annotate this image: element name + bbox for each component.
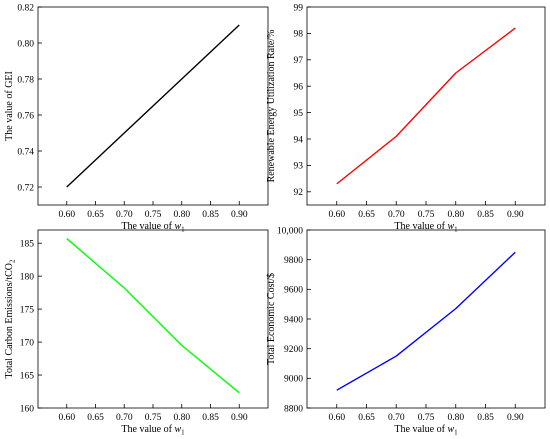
x-axis-label-variable: w [174, 424, 181, 435]
x-tick-label: 0.90 [507, 210, 524, 220]
y-tick-label: 0.76 [17, 111, 34, 121]
y-tick-label: 165 [20, 371, 35, 381]
x-tick-label: 0.70 [388, 210, 405, 220]
x-tick-label: 0.65 [358, 413, 375, 423]
y-tick-label: 0.74 [17, 147, 34, 157]
y-tick-label: 93 [294, 162, 304, 172]
y-axis-label: Renewable Energy Utilization Rate/% [266, 30, 277, 183]
x-axis-label-text: The value of [394, 221, 447, 232]
y-tick-label: 9800 [284, 256, 303, 266]
x-tick-label: 0.65 [87, 413, 104, 423]
y-tick-label: 0.72 [17, 183, 34, 193]
plot-frame [306, 6, 546, 206]
x-tick-label: 0.75 [145, 210, 162, 220]
y-tick-label: 9600 [284, 286, 303, 296]
y-tick-label: 95 [294, 109, 304, 119]
x-axis-label-text: The value of [121, 221, 174, 232]
y-axis-label: The value of GEI [4, 71, 15, 141]
chart-panel-4: 0.60 0.65 0.70 0.75 0.80 0.85 0.90 8800 9000 9200… [266, 226, 546, 437]
x-axis-label-variable: w [447, 424, 454, 435]
x-axis-label-variable: w [447, 221, 454, 232]
y-axis-label-text: The value of GEI [4, 71, 15, 141]
y-tick-label: 8800 [284, 404, 303, 414]
x-tick-label: 0.70 [116, 413, 133, 423]
x-tick-label: 0.65 [87, 210, 104, 220]
x-tick-label: 0.85 [202, 413, 219, 423]
y-tick-label: 175 [20, 305, 35, 315]
y-tick-label: 94 [294, 135, 304, 145]
x-axis-label: The value of w1 [121, 221, 185, 234]
chart-panel-1: 0.60 0.65 0.70 0.75 0.80 0.85 0.90 0.72 0.74 0.76… [4, 3, 269, 234]
x-tick-label: 0.85 [477, 413, 494, 423]
x-tick-label: 0.75 [418, 210, 435, 220]
y-axis-label: Total Carbon Emissions/tCO2 [4, 259, 17, 378]
chart-panel-2: 0.60 0.65 0.70 0.75 0.80 0.85 0.90 92 93 94 95 96 97… [266, 3, 546, 234]
x-axis-label-text: The value of [121, 424, 174, 435]
y-axis-label-text: Total Economic Cost/$ [266, 273, 277, 365]
x-tick-label: 0.75 [418, 413, 435, 423]
x-tick-label: 0.80 [447, 413, 464, 423]
x-tick-label: 0.85 [202, 210, 219, 220]
y-tick-label: 0.82 [17, 3, 34, 13]
x-axis-label-subscript: 1 [181, 429, 185, 437]
chart-panel-3: 0.60 0.65 0.70 0.75 0.80 0.85 0.90 160 165 170 175… [4, 229, 269, 437]
y-tick-label: 0.80 [17, 39, 34, 49]
x-axis-label-subscript: 1 [454, 429, 458, 437]
y-tick-label: 180 [20, 272, 35, 282]
x-tick-label: 0.75 [145, 413, 162, 423]
x-axis-label-text: The value of [394, 424, 447, 435]
y-axis-label: Total Economic Cost/$ [266, 273, 277, 365]
x-tick-label: 0.80 [173, 210, 190, 220]
y-tick-label: 0.78 [17, 75, 34, 85]
y-axis-label-text: Renewable Energy Utilization Rate/% [266, 30, 277, 183]
x-tick-label: 0.80 [173, 413, 190, 423]
x-axis-label-subscript: 1 [181, 226, 185, 234]
y-tick-label: 99 [294, 3, 304, 13]
x-tick-label: 0.80 [447, 210, 464, 220]
x-tick-label: 0.90 [231, 413, 248, 423]
y-tick-label: 9000 [284, 375, 303, 385]
x-axis-label-subscript: 1 [454, 226, 458, 234]
x-tick-label: 0.60 [58, 210, 75, 220]
plot-frame [306, 229, 546, 409]
plot-frame [37, 229, 269, 409]
y-axis-label-text: Total Carbon Emissions/tCO [4, 263, 15, 378]
y-tick-label: 170 [20, 338, 35, 348]
series-line [66, 238, 240, 394]
x-axis-label: The value of w1 [394, 221, 458, 234]
series-line [66, 24, 240, 188]
x-tick-label: 0.70 [388, 413, 405, 423]
y-tick-label: 97 [294, 56, 304, 66]
x-tick-label: 0.65 [358, 210, 375, 220]
x-tick-label: 0.90 [231, 210, 248, 220]
y-tick-label: 98 [294, 30, 304, 40]
x-tick-label: 0.60 [328, 210, 345, 220]
y-tick-label: 96 [294, 83, 304, 93]
y-tick-label: 9400 [284, 315, 303, 325]
x-tick-label: 0.85 [477, 210, 494, 220]
x-axis-label: The value of w1 [121, 424, 185, 437]
x-tick-label: 0.60 [328, 413, 345, 423]
x-axis-label: The value of w1 [394, 424, 458, 437]
x-tick-label: 0.90 [507, 413, 524, 423]
y-tick-label: 160 [20, 404, 35, 414]
series-line [336, 27, 516, 185]
y-tick-label: 92 [294, 188, 304, 198]
y-tick-label: 10,000 [277, 226, 303, 236]
series-line [336, 251, 516, 391]
x-axis-label-variable: w [174, 221, 181, 232]
y-tick-label: 185 [20, 239, 35, 249]
y-axis-label-subscript: 2 [9, 259, 17, 263]
x-tick-label: 0.60 [58, 413, 75, 423]
x-tick-label: 0.70 [116, 210, 133, 220]
y-tick-label: 9200 [284, 345, 303, 355]
